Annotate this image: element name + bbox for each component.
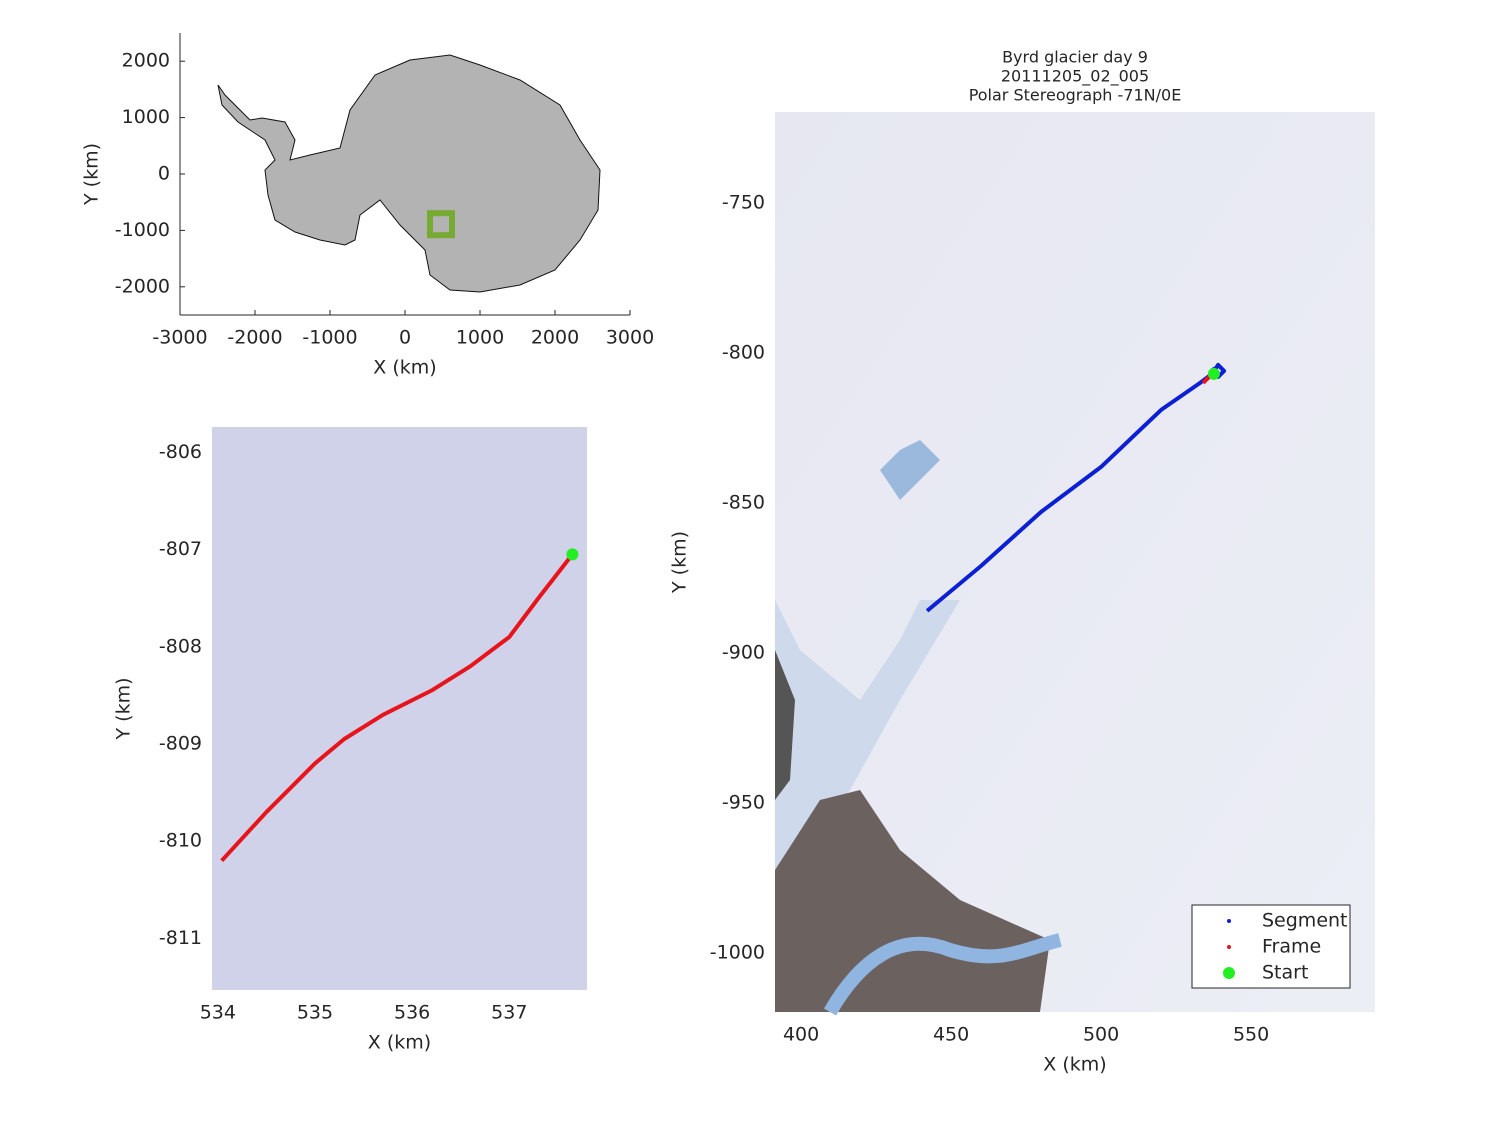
ice-stream (823, 933, 1062, 1016)
y-tick-label: 1000 (122, 106, 170, 128)
glacier-flow (775, 600, 960, 900)
x-tick-label: 500 (1083, 1024, 1119, 1046)
x-tick-label: 535 (297, 1002, 333, 1024)
y-tick-label: 2000 (122, 50, 170, 72)
x-tick-label: 537 (491, 1002, 527, 1024)
x-tick-label: 550 (1233, 1024, 1269, 1046)
x-tick-label: -2000 (227, 327, 282, 349)
antarctica-outline (217, 54, 601, 293)
y-axis-label: Y (km) (81, 143, 103, 206)
x-axis-label: X (km) (373, 357, 436, 379)
chart-title: Polar Stereograph -71N/0E (969, 86, 1182, 105)
legend-symbol (1227, 919, 1231, 923)
y-tick-label: -850 (722, 491, 765, 513)
legend-label: Start (1262, 962, 1308, 984)
legend-symbol (1227, 945, 1231, 949)
y-tick-label: 0 (158, 163, 170, 185)
track-line (220, 553, 575, 863)
legend-symbol (1223, 967, 1235, 979)
x-tick-label: -1000 (302, 327, 357, 349)
y-tick-label: -800 (722, 341, 765, 363)
y-tick-label: -807 (159, 538, 202, 560)
y-tick-label: -811 (159, 927, 202, 949)
background-imagery (212, 54, 1375, 1016)
x-axis-label: X (km) (1043, 1054, 1106, 1076)
y-tick-label: -809 (159, 732, 202, 754)
y-tick-label: -808 (159, 635, 202, 657)
y-tick-label: -2000 (115, 275, 170, 297)
x-tick-label: 1000 (456, 327, 504, 349)
y-tick-label: -806 (159, 441, 202, 463)
x-tick-label: 450 (933, 1024, 969, 1046)
y-axis-label: Y (km) (669, 531, 691, 594)
x-tick-label: 0 (399, 327, 411, 349)
y-tick-label: -1000 (710, 941, 765, 963)
x-tick-label: -3000 (152, 327, 207, 349)
y-tick-label: -1000 (115, 219, 170, 241)
start-marker (1207, 367, 1220, 380)
y-tick-label: -750 (722, 191, 765, 213)
y-axis-label: Y (km) (113, 678, 135, 741)
chart-title: 20111205_02_005 (1001, 67, 1149, 87)
legend-box (1191, 904, 1351, 989)
rock (775, 650, 795, 800)
start-marker (566, 548, 579, 561)
x-tick-label: 400 (783, 1024, 819, 1046)
x-tick-label: 3000 (606, 327, 654, 349)
crevasse (880, 440, 940, 500)
chart-title: Byrd glacier day 9 (1002, 48, 1148, 67)
track-line (925, 362, 1227, 613)
x-tick-label: 534 (200, 1002, 236, 1024)
y-tick-label: -900 (722, 641, 765, 663)
x-tick-label: 2000 (531, 327, 579, 349)
x-axis-label: X (km) (368, 1032, 431, 1054)
y-tick-label: -810 (159, 830, 202, 852)
region-marker (427, 210, 455, 239)
x-tick-label: 536 (394, 1002, 430, 1024)
legend-label: Segment (1262, 910, 1348, 932)
legend-label: Frame (1262, 936, 1321, 958)
y-tick-label: -950 (722, 791, 765, 813)
